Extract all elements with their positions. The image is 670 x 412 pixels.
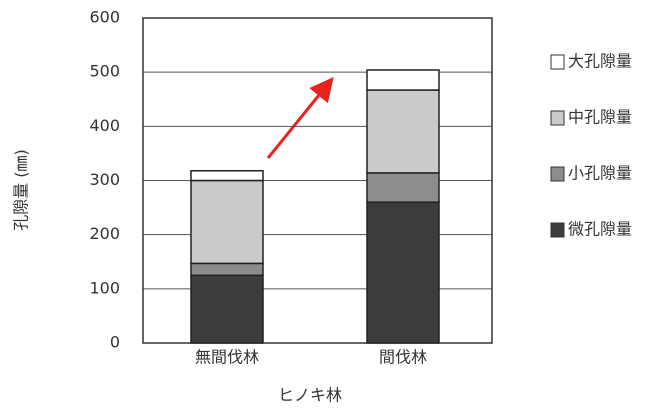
bar-segment (190, 262, 264, 277)
x-tick-label: 無間伐林 (195, 348, 259, 367)
legend-label: 中孔隙量 (568, 108, 632, 127)
legend-swatch (550, 166, 565, 182)
legend-label: 小孔隙量 (568, 164, 632, 183)
bar-segment (366, 69, 440, 91)
bar-segment (190, 179, 264, 265)
bar-segment (190, 170, 264, 182)
legend-label: 微孔隙量 (568, 220, 632, 239)
y-tick-label: 300 (89, 170, 120, 189)
legend-swatch (550, 110, 565, 126)
x-axis-title: ヒノキ林 (278, 386, 342, 405)
bar-segment (366, 89, 440, 174)
bar-segment (366, 172, 440, 203)
y-tick-label: 200 (89, 224, 120, 243)
x-tick-label: 間伐林 (379, 348, 427, 367)
legend-swatch (550, 54, 565, 70)
bar-segment (190, 274, 264, 344)
y-axis-title: 孔隙量 (㎜) (12, 149, 31, 231)
y-tick-label: 600 (89, 8, 120, 27)
y-tick-label: 100 (89, 278, 120, 297)
legend-swatch (550, 222, 565, 238)
bar-segment (366, 201, 440, 344)
y-tick-label: 500 (89, 62, 120, 81)
plot-frame (142, 17, 493, 344)
y-tick-label: 0 (110, 333, 120, 352)
annotation-arrow (266, 77, 334, 159)
y-tick-label: 400 (89, 116, 120, 135)
legend-label: 大孔隙量 (568, 52, 632, 71)
